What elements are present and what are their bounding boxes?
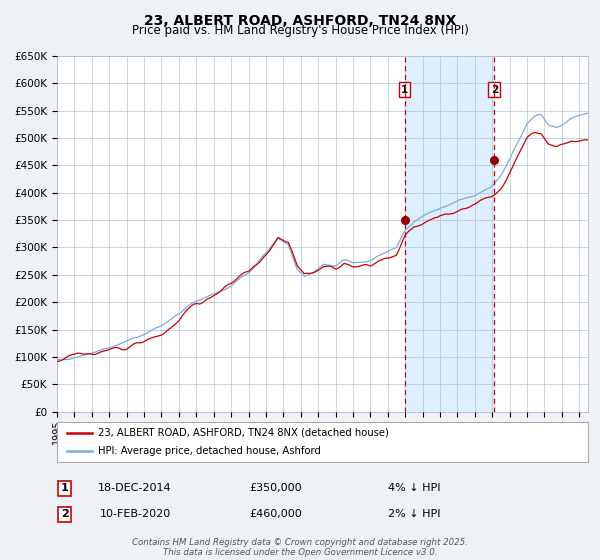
Text: £350,000: £350,000 [250,483,302,493]
Text: 2: 2 [491,85,498,95]
Text: 23, ALBERT ROAD, ASHFORD, TN24 8NX: 23, ALBERT ROAD, ASHFORD, TN24 8NX [144,14,456,28]
Text: 23, ALBERT ROAD, ASHFORD, TN24 8NX (detached house): 23, ALBERT ROAD, ASHFORD, TN24 8NX (deta… [98,428,389,437]
Text: 1: 1 [61,483,68,493]
Text: HPI: Average price, detached house, Ashford: HPI: Average price, detached house, Ashf… [98,446,321,456]
Text: 18-DEC-2014: 18-DEC-2014 [98,483,172,493]
Text: 2: 2 [61,509,68,519]
Text: Price paid vs. HM Land Registry's House Price Index (HPI): Price paid vs. HM Land Registry's House … [131,24,469,37]
Text: 2% ↓ HPI: 2% ↓ HPI [388,509,440,519]
Text: 10-FEB-2020: 10-FEB-2020 [100,509,170,519]
Text: £460,000: £460,000 [250,509,302,519]
Text: 4% ↓ HPI: 4% ↓ HPI [388,483,440,493]
Text: Contains HM Land Registry data © Crown copyright and database right 2025.
This d: Contains HM Land Registry data © Crown c… [132,538,468,557]
Text: 1: 1 [401,85,408,95]
Bar [404,56,494,412]
